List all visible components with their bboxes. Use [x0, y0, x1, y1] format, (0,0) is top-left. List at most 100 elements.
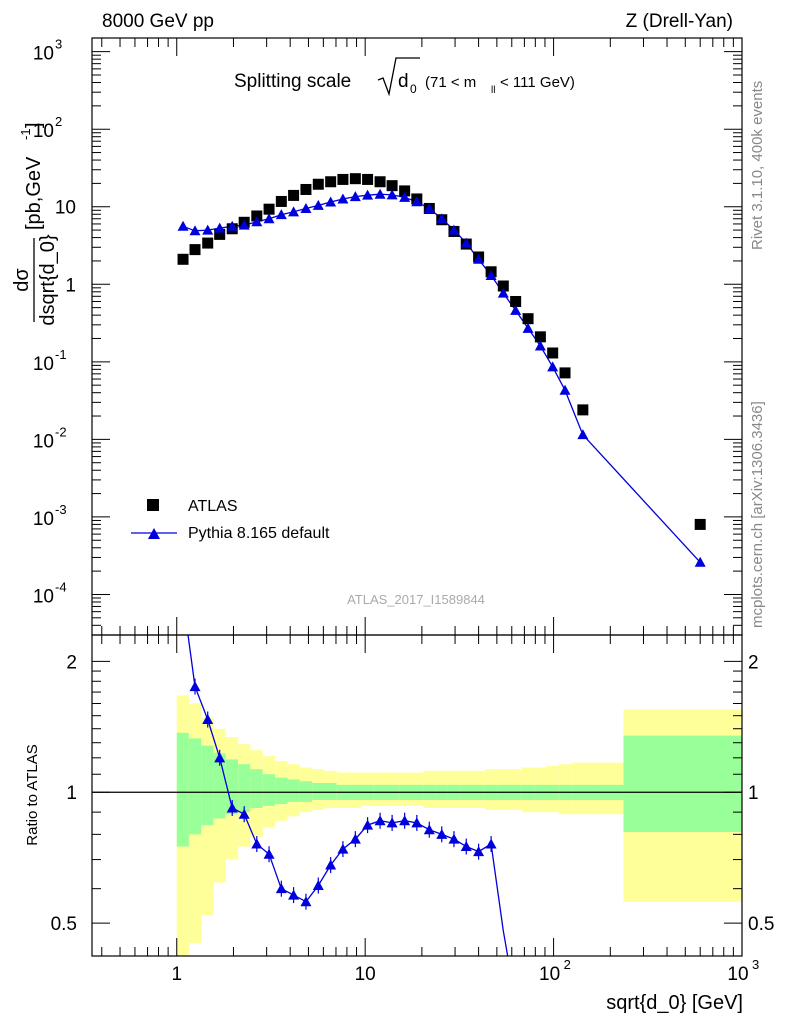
pythia-point	[559, 384, 571, 395]
band-inner-bin	[312, 783, 325, 800]
pythia-point	[386, 189, 398, 200]
pythia-point	[694, 556, 706, 567]
ratio-uncertainty-bands	[176, 695, 742, 956]
y-tick-label: 10	[33, 44, 54, 65]
pythia-point	[288, 206, 300, 217]
pythia-point	[362, 189, 374, 200]
ratio-plot-marks	[92, 635, 742, 956]
pythia-ratio-point	[386, 817, 398, 828]
y-tick-label: 10	[55, 198, 76, 219]
atlas-point	[263, 203, 275, 215]
pythia-ratio-line	[187, 635, 509, 956]
pythia-point	[411, 196, 423, 207]
pythia-ratio-point	[214, 752, 226, 763]
pythia-point	[510, 304, 522, 315]
pythia-ratio-point	[349, 833, 361, 844]
x-tick-label: 10	[539, 964, 560, 985]
ratio-y-tick-label: 1	[66, 783, 77, 804]
pythia-point	[177, 220, 189, 231]
pythia-ratio-point	[275, 883, 287, 894]
title-range-suffix: < 111 GeV)	[500, 74, 575, 91]
y-tick-label-exp: 3	[55, 37, 62, 52]
band-inner-bin	[250, 769, 263, 808]
atlas-point	[577, 404, 589, 416]
band-inner-bin	[201, 745, 214, 826]
title-subscript: 0	[410, 82, 417, 96]
atlas-point	[202, 237, 214, 249]
pythia-point	[251, 216, 263, 227]
atlas-point	[559, 367, 571, 379]
pythia-point	[214, 222, 226, 233]
ratio-y-tick-label: 2	[66, 652, 77, 673]
x-tick-label: 1	[171, 964, 182, 985]
pythia-ratio-point	[399, 815, 411, 826]
x-axis-label: sqrt{d_0} [GeV]	[606, 992, 743, 1014]
atlas-point	[694, 518, 706, 530]
y-tick-label: 10	[33, 586, 54, 607]
band-inner-bin	[287, 779, 300, 802]
band-inner-bin	[324, 783, 337, 800]
pythia-ratio-point	[189, 681, 201, 692]
x-tick-label-exp: 3	[752, 957, 759, 972]
pythia-point	[534, 340, 546, 351]
pythia-point	[522, 322, 534, 333]
y-axis-ratio-label: Ratio to ATLAS	[24, 744, 41, 845]
atlas-point	[547, 347, 559, 359]
ratio-y-tick-label-right: 0.5	[748, 914, 774, 935]
atlas-point	[337, 173, 349, 185]
pythia-ratio-point	[436, 828, 448, 839]
x-tick-label-exp: 2	[564, 957, 571, 972]
band-inner-bin	[238, 764, 251, 813]
title-variable: d	[398, 71, 409, 92]
atlas-point	[300, 183, 312, 195]
header-left: 8000 GeV pp	[102, 11, 214, 32]
pythia-point	[300, 202, 312, 213]
y-label-numerator: dσ	[11, 268, 33, 292]
y-tick-label: 10	[33, 431, 54, 452]
atlas-point	[325, 176, 337, 188]
pythia-ratio-point	[473, 846, 485, 857]
ratio-frame	[91, 634, 743, 957]
atlas-point	[312, 178, 324, 190]
atlas-point	[214, 228, 226, 240]
atlas-point	[275, 195, 287, 207]
atlas-point	[251, 210, 263, 222]
y-tick-label: 1	[65, 275, 76, 296]
watermark: ATLAS_2017_I1589844	[347, 592, 485, 607]
y-tick-label-exp: 2	[55, 114, 62, 129]
x-tick-label: 10	[355, 964, 376, 985]
y-tick-label-exp: -2	[55, 424, 67, 439]
main-plot-marks	[177, 173, 706, 567]
atlas-point	[362, 173, 374, 185]
band-inner-bin	[299, 781, 313, 802]
pythia-point	[448, 224, 460, 235]
atlas-point	[189, 244, 201, 256]
pythia-line	[182, 193, 701, 563]
pythia-point	[349, 191, 361, 202]
pythia-point	[423, 202, 435, 213]
pythia-ratio-point	[362, 819, 374, 830]
pythia-point	[399, 191, 411, 202]
atlas-point	[534, 331, 546, 343]
atlas-point	[374, 176, 386, 188]
legend-atlas-label: ATLAS	[188, 498, 238, 515]
pythia-ratio-point	[226, 802, 238, 813]
ratio-y-tick-label-right: 2	[748, 652, 759, 673]
legend-pythia-marker	[148, 528, 160, 539]
atlas-point	[349, 173, 361, 185]
legend-pythia-label: Pythia 8.165 default	[188, 525, 330, 542]
band-inner-bin	[176, 732, 189, 847]
pythia-point	[337, 193, 349, 204]
band-inner-bin	[275, 777, 288, 804]
pythia-point	[226, 220, 238, 231]
main-frame	[91, 37, 743, 636]
atlas-point	[497, 280, 509, 292]
atlas-point	[399, 185, 411, 197]
pythia-ratio-point	[423, 824, 435, 835]
band-inner-bin	[225, 759, 239, 815]
title-main: Splitting scale	[234, 71, 351, 92]
header-right: Z (Drell-Yan)	[626, 11, 733, 32]
y-tick-label-exp: -3	[55, 502, 67, 517]
pythia-ratio-point	[288, 889, 300, 900]
pythia-ratio-point	[460, 841, 472, 852]
